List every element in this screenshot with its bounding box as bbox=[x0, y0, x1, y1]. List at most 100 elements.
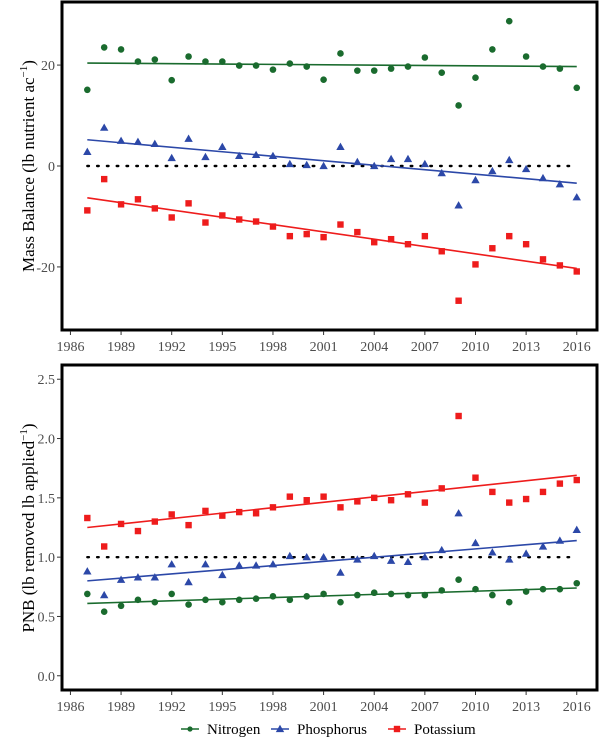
data-point-potassium bbox=[421, 232, 429, 240]
data-point-phosphorus bbox=[538, 173, 548, 182]
data-point-nitrogen bbox=[117, 602, 125, 610]
data-point-phosphorus bbox=[285, 159, 295, 168]
data-point-nitrogen bbox=[573, 579, 581, 587]
data-point-potassium bbox=[100, 175, 108, 183]
data-point-nitrogen bbox=[168, 76, 176, 84]
y-tick-label: -20 bbox=[36, 261, 55, 276]
data-point-phosphorus bbox=[386, 154, 396, 163]
x-tick-label: 2016 bbox=[563, 700, 591, 715]
y-tick-label: 2.5 bbox=[38, 373, 56, 388]
data-point-nitrogen bbox=[286, 596, 294, 604]
data-point-nitrogen bbox=[269, 592, 277, 600]
data-point-potassium bbox=[185, 521, 192, 529]
series-nitrogen bbox=[84, 17, 581, 109]
data-point-nitrogen bbox=[235, 596, 243, 604]
data-point-potassium bbox=[354, 228, 361, 236]
data-point-nitrogen bbox=[354, 67, 361, 74]
data-point-phosphorus bbox=[488, 548, 497, 556]
x-tick-label: 1995 bbox=[208, 700, 236, 715]
trend-line-nitrogen bbox=[87, 62, 577, 68]
data-point-phosphorus bbox=[83, 147, 92, 156]
data-point-nitrogen bbox=[505, 598, 513, 606]
data-point-phosphorus bbox=[235, 151, 244, 160]
data-point-phosphorus bbox=[116, 575, 126, 583]
data-point-nitrogen bbox=[117, 46, 125, 53]
data-point-phosphorus bbox=[302, 552, 311, 561]
data-point-nitrogen bbox=[337, 598, 344, 606]
data-point-nitrogen bbox=[286, 60, 294, 67]
x-tick-label: 1989 bbox=[107, 700, 135, 715]
data-point-phosphorus bbox=[555, 536, 565, 544]
data-point-potassium bbox=[236, 216, 243, 223]
data-point-nitrogen bbox=[219, 598, 226, 606]
data-point-phosphorus bbox=[319, 161, 328, 170]
x-tick-label: 2007 bbox=[411, 340, 439, 355]
series-nitrogen bbox=[84, 576, 581, 616]
data-point-potassium bbox=[269, 504, 277, 511]
data-point-phosphorus bbox=[437, 545, 446, 554]
data-point-potassium bbox=[371, 494, 378, 502]
data-point-nitrogen bbox=[387, 65, 395, 72]
data-point-nitrogen bbox=[404, 63, 412, 70]
y-tick-label: 0 bbox=[48, 160, 55, 175]
x-tick-label: 2010 bbox=[461, 700, 489, 715]
data-point-phosphorus bbox=[403, 154, 413, 163]
data-point-potassium bbox=[100, 543, 108, 550]
data-point-potassium bbox=[252, 510, 260, 517]
data-point-phosphorus bbox=[268, 560, 278, 568]
data-point-phosphorus bbox=[572, 193, 581, 201]
data-point-phosphorus bbox=[268, 151, 278, 160]
data-point-nitrogen bbox=[202, 596, 209, 604]
data-point-phosphorus bbox=[403, 557, 413, 566]
series-potassium bbox=[84, 175, 580, 304]
data-point-potassium bbox=[371, 238, 378, 246]
data-point-phosphorus bbox=[353, 157, 362, 166]
data-point-nitrogen bbox=[303, 63, 311, 70]
data-point-nitrogen bbox=[252, 595, 260, 602]
data-point-potassium bbox=[522, 495, 530, 503]
data-point-potassium bbox=[84, 207, 91, 214]
data-point-phosphorus bbox=[386, 556, 396, 564]
data-point-phosphorus bbox=[251, 150, 261, 159]
data-point-phosphorus bbox=[319, 552, 328, 561]
data-point-phosphorus bbox=[454, 509, 463, 517]
x-tick-label: 2016 bbox=[563, 340, 591, 355]
data-point-potassium bbox=[539, 256, 547, 263]
data-point-potassium bbox=[269, 223, 277, 230]
data-point-phosphorus bbox=[353, 555, 362, 563]
data-point-nitrogen bbox=[556, 65, 564, 72]
y-axis-title-pnb: PNB (lb removed lb applied−1) bbox=[18, 423, 38, 632]
mass-balance-panel: Mass Balance (lb nutrient ac−1) -20 0 20 19… bbox=[18, 0, 599, 355]
data-point-phosphorus bbox=[370, 161, 379, 170]
x-tick-label: 1986 bbox=[56, 700, 84, 715]
y-tick-label: 0.5 bbox=[38, 610, 56, 625]
x-tick-label: 2001 bbox=[310, 340, 338, 355]
data-point-potassium bbox=[387, 497, 395, 504]
trend-line-phosphorus bbox=[87, 539, 577, 582]
data-point-potassium bbox=[455, 412, 462, 420]
x-tick-label: 1992 bbox=[158, 700, 186, 715]
y-axis-title-text: PNB (lb removed lb applied bbox=[19, 440, 38, 632]
legend-label-nitrogen: Nitrogen bbox=[207, 722, 261, 738]
x-tick-label: 1998 bbox=[259, 340, 287, 355]
data-point-potassium bbox=[337, 504, 344, 511]
data-point-nitrogen bbox=[539, 63, 547, 70]
data-point-potassium bbox=[404, 241, 412, 248]
data-point-nitrogen bbox=[320, 590, 327, 598]
data-point-phosphorus bbox=[285, 551, 295, 560]
data-point-potassium bbox=[556, 262, 564, 269]
data-point-phosphorus bbox=[235, 561, 244, 569]
data-point-phosphorus bbox=[505, 555, 514, 563]
data-point-nitrogen bbox=[522, 588, 530, 595]
data-point-phosphorus bbox=[454, 201, 463, 209]
data-point-phosphorus bbox=[420, 159, 430, 168]
trend-line-nitrogen bbox=[87, 587, 577, 605]
legend-marker-phosphorus-icon bbox=[275, 724, 285, 733]
data-point-potassium bbox=[168, 511, 175, 518]
legend-marker-potassium-icon bbox=[393, 725, 401, 733]
x-tick-label: 1986 bbox=[56, 340, 84, 355]
data-point-potassium bbox=[354, 498, 361, 505]
y-tick-label: 1.0 bbox=[38, 551, 56, 566]
data-point-phosphorus bbox=[521, 549, 531, 557]
data-point-nitrogen bbox=[134, 58, 142, 65]
